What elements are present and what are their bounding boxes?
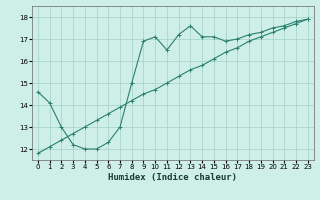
X-axis label: Humidex (Indice chaleur): Humidex (Indice chaleur): [108, 173, 237, 182]
